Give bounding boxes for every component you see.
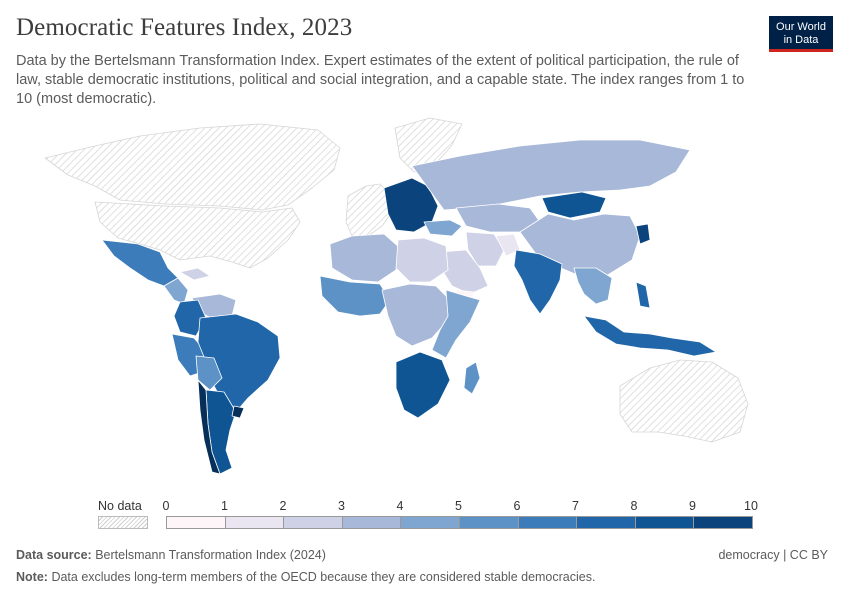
legend-bin[interactable]	[167, 517, 226, 528]
legend-bin[interactable]	[635, 517, 695, 528]
legend-no-data-label: No data	[98, 499, 142, 513]
legend-bin[interactable]	[401, 517, 460, 528]
legend-bin[interactable]	[225, 517, 285, 528]
region-southeast-asia[interactable]	[573, 267, 613, 305]
region-libya-egypt[interactable]	[395, 237, 449, 283]
legend-tick-9: 9	[689, 499, 696, 513]
region-uruguay[interactable]	[231, 405, 245, 419]
note-text: Data excludes long-term members of the O…	[51, 570, 596, 584]
region-australia[interactable]	[619, 359, 749, 443]
region-central-africa[interactable]	[381, 283, 451, 347]
legend-tick-6: 6	[513, 499, 521, 513]
legend-bin[interactable]	[694, 517, 752, 528]
legend-tick-5: 5	[455, 499, 462, 513]
region-north-africa[interactable]	[329, 233, 401, 283]
region-philippines[interactable]	[635, 281, 651, 309]
legend-bin[interactable]	[342, 517, 402, 528]
legend-tick-7: 7	[572, 499, 579, 513]
region-afghanistan[interactable]	[495, 233, 521, 257]
note-label: Note:	[16, 570, 48, 584]
region-greenland[interactable]	[394, 117, 463, 173]
region-colombia[interactable]	[173, 299, 207, 337]
legend-color-scale[interactable]	[166, 516, 753, 529]
region-korea[interactable]	[635, 223, 651, 245]
owid-logo[interactable]: Our World in Data	[769, 16, 833, 52]
legend-bin[interactable]	[284, 517, 343, 528]
legend-no-data-swatch[interactable]	[98, 516, 148, 529]
region-usa[interactable]	[94, 201, 301, 269]
region-central-america[interactable]	[163, 277, 189, 305]
region-indonesia[interactable]	[583, 315, 717, 357]
logo-line-1: Our World	[776, 21, 826, 33]
region-canada[interactable]	[44, 123, 341, 211]
region-mongolia[interactable]	[541, 191, 607, 219]
data-source-label: Data source:	[16, 548, 92, 562]
legend-tick-3: 3	[338, 499, 345, 513]
license-link[interactable]: democracy | CC BY	[718, 548, 828, 562]
legend-tick-10: 10	[744, 499, 758, 513]
region-turkey[interactable]	[423, 219, 463, 237]
region-cuba[interactable]	[179, 267, 211, 281]
legend-tick-0: 0	[162, 499, 170, 513]
region-southern-africa[interactable]	[395, 351, 451, 419]
region-iran[interactable]	[465, 231, 505, 267]
legend-tick-8: 8	[630, 499, 638, 513]
region-india[interactable]	[513, 249, 563, 315]
legend-bin[interactable]	[459, 517, 519, 528]
world-map[interactable]	[0, 110, 850, 490]
legend-bin[interactable]	[518, 517, 578, 528]
chart-title: Democratic Features Index, 2023	[16, 14, 353, 41]
region-chile[interactable]	[197, 379, 221, 475]
legend-bin[interactable]	[577, 517, 636, 528]
region-europe-west[interactable]	[345, 183, 393, 237]
legend-tick-4: 4	[396, 499, 404, 513]
region-madagascar[interactable]	[463, 361, 481, 395]
region-east-africa[interactable]	[431, 289, 481, 359]
footer-note: Note: Data excludes long-term members of…	[16, 570, 595, 584]
logo-line-2: in Data	[783, 34, 819, 46]
legend-tick-2: 2	[279, 499, 287, 513]
region-west-africa[interactable]	[319, 275, 391, 317]
chart-subtitle: Data by the Bertelsmann Transformation I…	[16, 53, 745, 107]
data-source: Data source: Bertelsmann Transformation …	[16, 548, 326, 562]
legend-tick-1: 1	[221, 499, 228, 513]
region-bolivia[interactable]	[195, 355, 223, 391]
data-source-link[interactable]: Bertelsmann Transformation Index (2024)	[95, 548, 326, 562]
